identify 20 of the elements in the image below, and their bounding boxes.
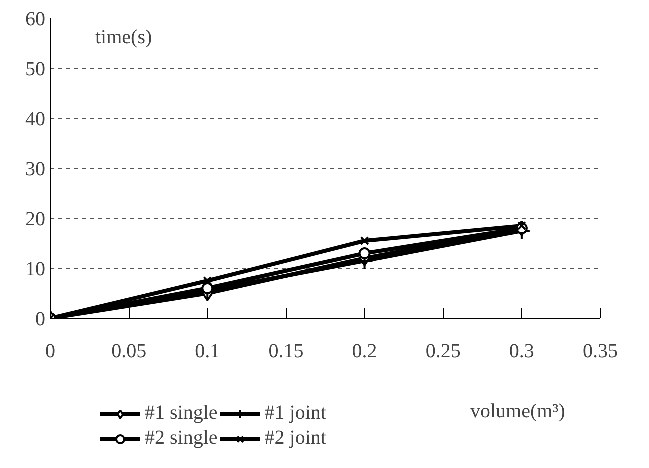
x-tick-label: 0.35 (583, 340, 618, 362)
x-tick-label: 0.15 (268, 340, 304, 362)
y-axis-title: time(s) (96, 26, 152, 48)
y-tick-label: 0 (36, 308, 46, 330)
legend-label: #2 single (145, 427, 218, 450)
y-tick-label: 30 (26, 158, 46, 180)
y-tick-label: 20 (26, 208, 46, 230)
y-tick-label: 40 (26, 108, 46, 130)
legend-label: #1 single (145, 402, 218, 425)
y-tick-label: 10 (26, 258, 46, 280)
x-axis-title: volume(m³) (470, 400, 566, 422)
x-tick-label: 0.2 (352, 340, 378, 362)
x-tick-label: 0.25 (426, 340, 461, 362)
legend-label: #2 joint (264, 427, 326, 450)
y-tick-label: 50 (26, 58, 46, 80)
x-tick-label: 0.1 (195, 340, 220, 362)
x-tick-label: 0.3 (509, 340, 534, 362)
x-tick-label: 0.05 (112, 340, 147, 362)
legend-label: #1 joint (264, 402, 326, 425)
y-tick-label: 60 (26, 8, 46, 30)
